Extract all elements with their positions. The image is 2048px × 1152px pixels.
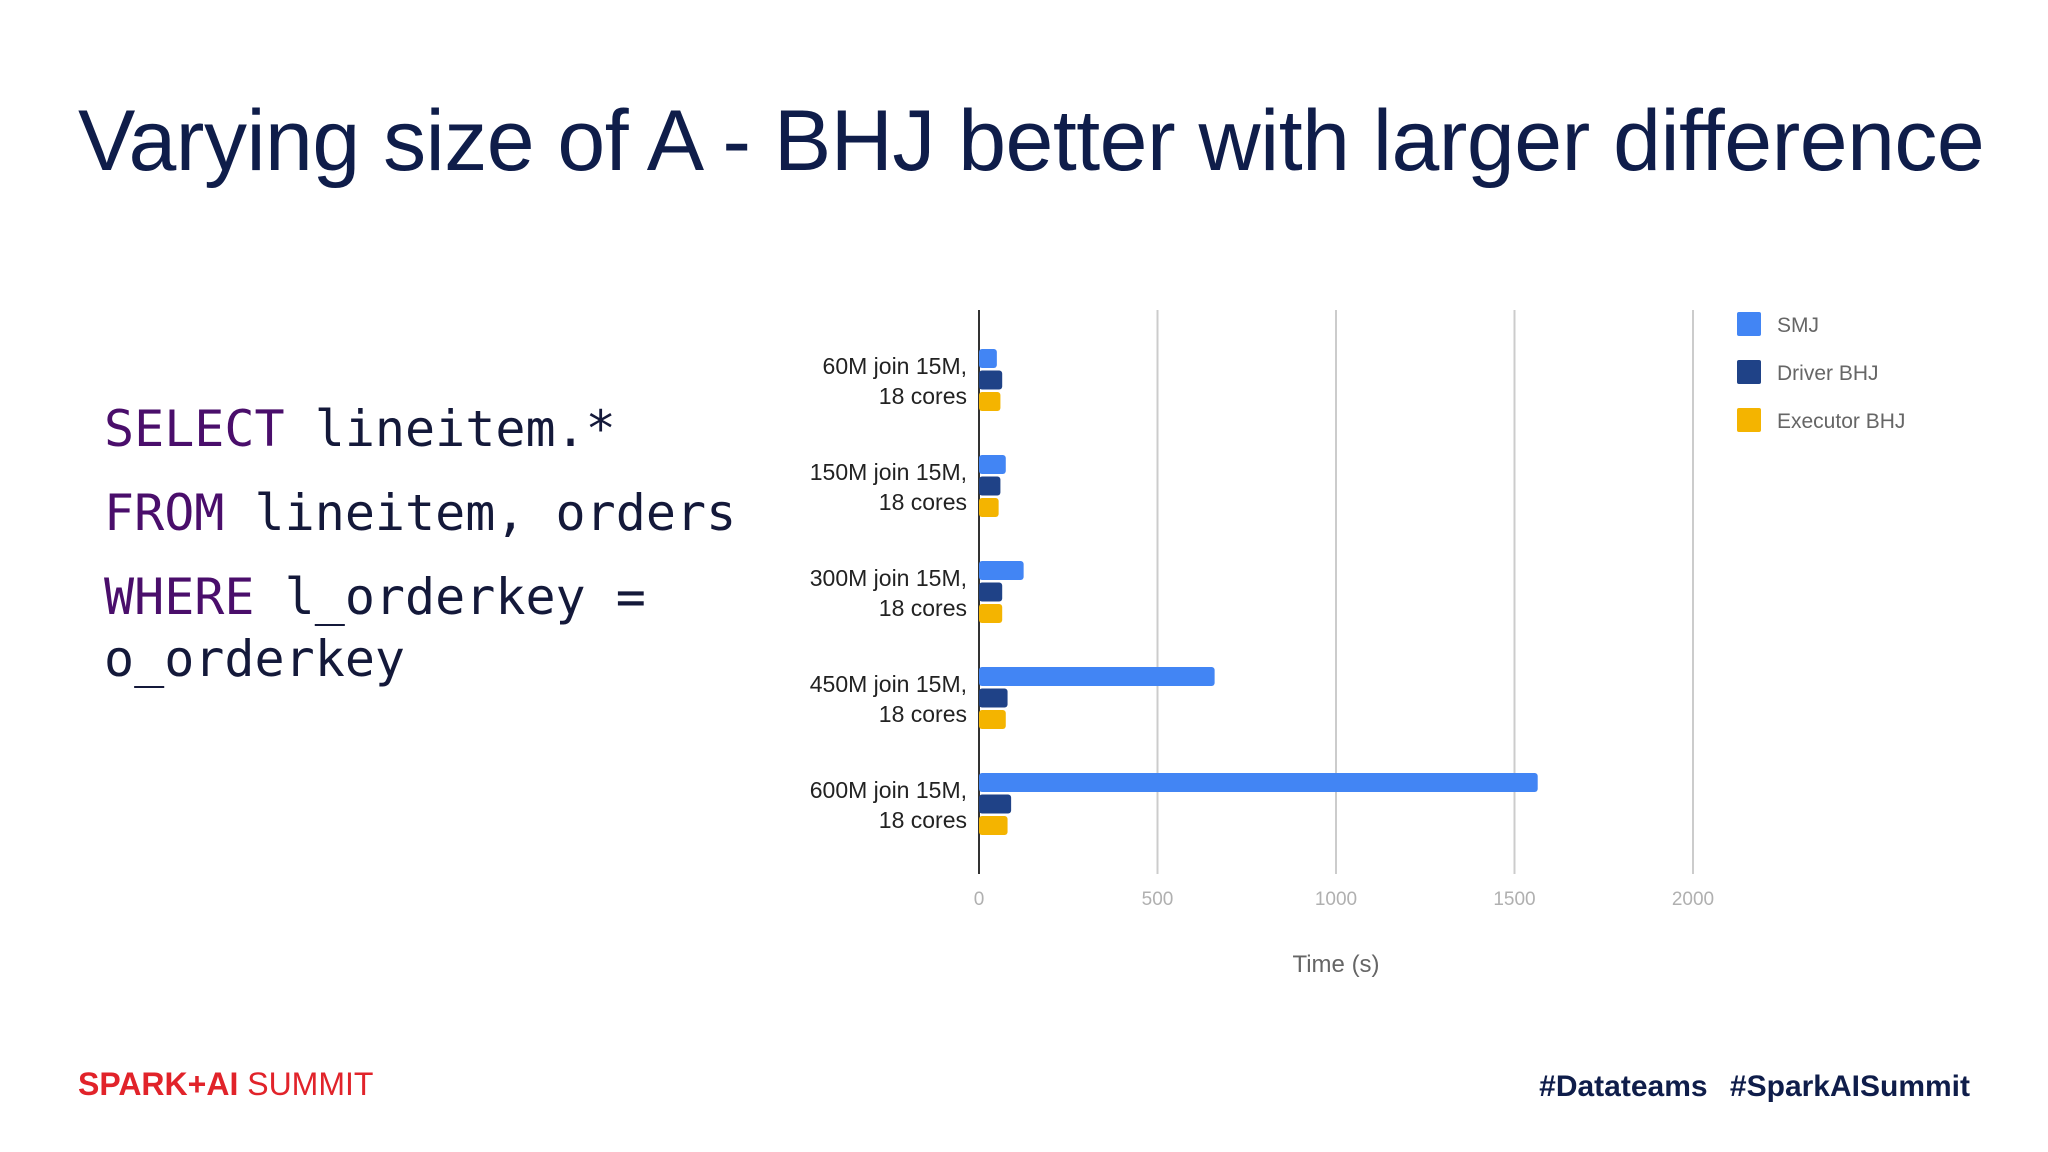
code-line-where: WHERE l_orderkey = <box>104 566 804 628</box>
bar-smj-5 <box>979 773 1538 792</box>
bar-driver-bhj-3 <box>979 582 1003 602</box>
legend-swatch-driver-bhj <box>1737 360 1761 384</box>
brand-summit: SUMMIT <box>238 1066 374 1102</box>
category-label-2-line1: 150M join 15M, <box>810 459 967 485</box>
bar-executor-bhj-3 <box>979 604 1003 623</box>
sql-code-block: SELECT lineitem.* FROM lineitem, orders … <box>104 398 804 690</box>
x-tick-label-2000: 2000 <box>1672 889 1714 910</box>
legend-label-smj: SMJ <box>1777 314 1819 337</box>
category-label-4-line2: 18 cores <box>879 701 967 727</box>
legend-swatch-executor-bhj <box>1737 408 1761 432</box>
bar-driver-bhj-5 <box>979 794 1012 814</box>
legend-label-executor-bhj: Executor BHJ <box>1777 410 1905 433</box>
x-tick-label-1500: 1500 <box>1493 889 1535 910</box>
category-label-1-line2: 18 cores <box>879 383 967 409</box>
code-from-rest: lineitem, orders <box>224 484 737 542</box>
x-tick-label-1000: 1000 <box>1315 889 1357 910</box>
keyword-from: FROM <box>104 484 225 542</box>
category-label-5-line1: 600M join 15M, <box>810 777 967 803</box>
code-select-rest: lineitem.* <box>284 400 616 458</box>
hashtag-datateams: #Datateams <box>1539 1070 1708 1103</box>
bar-driver-bhj-1 <box>979 370 1003 390</box>
code-line-where-cont: o_orderkey <box>104 630 406 688</box>
category-label-3-line1: 300M join 15M, <box>810 565 967 591</box>
legend-label-driver-bhj: Driver BHJ <box>1777 362 1879 385</box>
bar-driver-bhj-2 <box>979 476 1001 496</box>
bar-smj-2 <box>979 455 1006 474</box>
code-line-from: FROM lineitem, orders <box>104 482 804 544</box>
category-label-4-line1: 450M join 15M, <box>810 671 967 697</box>
bar-smj-1 <box>979 349 997 368</box>
category-label-3-line2: 18 cores <box>879 595 967 621</box>
bar-executor-bhj-4 <box>979 710 1006 729</box>
brand-logo: SPARK+AI SUMMIT <box>78 1066 373 1103</box>
legend-swatch-smj <box>1737 312 1761 336</box>
bar-executor-bhj-1 <box>979 392 1001 411</box>
bar-smj-4 <box>979 667 1215 686</box>
bar-smj-3 <box>979 561 1024 580</box>
category-label-1-line1: 60M join 15M, <box>823 353 967 379</box>
bar-driver-bhj-4 <box>979 688 1008 708</box>
category-label-2-line2: 18 cores <box>879 489 967 515</box>
x-tick-label-500: 500 <box>1142 889 1174 910</box>
bar-executor-bhj-5 <box>979 816 1008 835</box>
code-line-select: SELECT lineitem.* <box>104 398 804 460</box>
code-where-rest: l_orderkey = <box>254 568 646 626</box>
keyword-select: SELECT <box>104 400 285 458</box>
brand-spark-ai: SPARK+AI <box>78 1066 239 1102</box>
keyword-where: WHERE <box>104 568 255 626</box>
bar-executor-bhj-2 <box>979 498 999 517</box>
hashtag-sparkaisummit: #SparkAISummit <box>1729 1070 1970 1103</box>
hashtags: #Datateams #SparkAISummit <box>1539 1070 1970 1104</box>
slide-title: Varying size of A - BHJ better with larg… <box>78 93 1985 189</box>
category-label-5-line2: 18 cores <box>879 807 967 833</box>
x-axis-title: Time (s) <box>1292 951 1379 978</box>
x-tick-label-0: 0 <box>974 889 985 910</box>
